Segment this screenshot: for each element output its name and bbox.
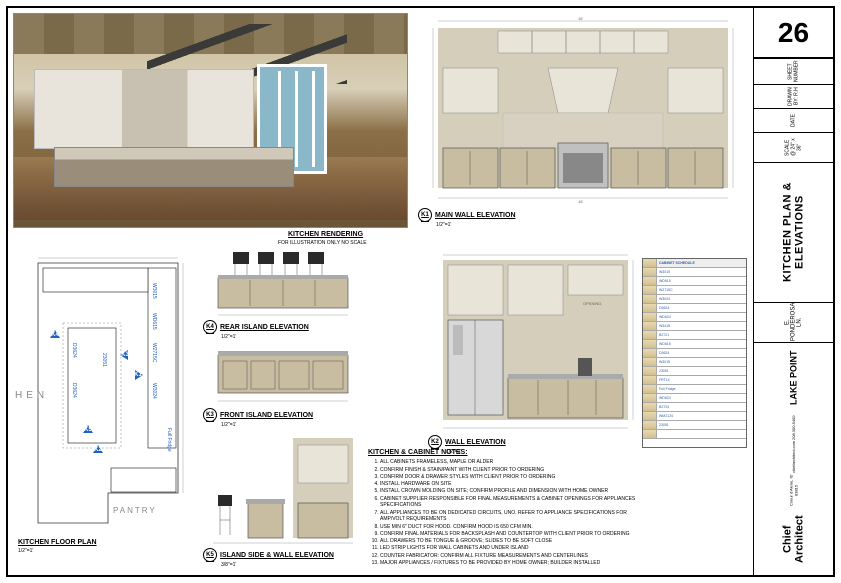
floor-plan-drawing: HEN PANTRY W3015 WD615 W2715C W3024 D362… xyxy=(13,253,188,533)
svg-text:W3015: W3015 xyxy=(151,283,157,299)
note-item: CABINET SUPPLIER RESPONSIBLE FOR FINAL M… xyxy=(380,496,638,510)
plan-title: KITCHEN FLOOR PLAN xyxy=(18,539,97,546)
notes-list: ALL CABINETS FRAMELESS, MAPLE OR ALDERCO… xyxy=(368,459,638,566)
svg-text:WD615: WD615 xyxy=(151,313,157,330)
camera-marker-k1: K1 xyxy=(131,368,145,382)
note-item: INSTALL HARDWARE ON SITE xyxy=(380,481,638,488)
camera-marker-k5: K5 xyxy=(81,423,95,437)
note-item: MAJOR APPLIANCES / FIXTURES TO BE PROVID… xyxy=(380,560,638,567)
schedule-row: D3624 xyxy=(643,304,746,313)
drawing-area: KITCHEN RENDERING FOR ILLUSTRATION ONLY … xyxy=(8,8,753,575)
elevation-k2-drawing: OPENING xyxy=(428,250,638,435)
note-item: CONFIRM DOOR & DRAWER STYLES WITH CLIENT… xyxy=(380,474,638,481)
schedule-row: B2724 xyxy=(643,403,746,412)
schedule-row: W3024 xyxy=(643,295,746,304)
plan-scale: 1/2"=1' xyxy=(18,548,33,554)
schedule-row: CABINET SCHEDULE xyxy=(643,259,746,268)
elevation-title-text: MAIN WALL ELEVATION xyxy=(435,212,516,219)
elevation-k1: 16' 16' K1MAIN WALL ELEVATION 1/2"=1' xyxy=(418,13,743,228)
rendering-subtitle: FOR ILLUSTRATION ONLY NO SCALE xyxy=(278,240,367,246)
drawing-sheet: 26 SHEET NUMBER DRAWN BY: R.H DATE SCALE… xyxy=(6,6,835,577)
note-item: LED STRIP LIGHTS FOR WALL CABINETS AND U… xyxy=(380,545,638,552)
elevation-k5-drawing xyxy=(203,433,363,548)
schedule-row: W3415 xyxy=(643,322,746,331)
kitchen-rendering xyxy=(13,13,408,228)
drawn-by: DRAWN BY: R.H xyxy=(754,84,833,108)
elevation-k3: K3FRONT ISLAND ELEVATION 1/2"=1' xyxy=(203,343,363,428)
kitchen-floor-plan: HEN PANTRY W3015 WD615 W2715C W3024 D362… xyxy=(13,253,188,548)
note-item: ALL APPLIANCES TO BE ON DEDICATED CIRCUI… xyxy=(380,510,638,524)
elevation-scale: 1/2"=1' xyxy=(436,222,743,228)
schedule-row: W3015 xyxy=(643,268,746,277)
svg-text:PANTRY: PANTRY xyxy=(113,506,157,515)
elevation-k5: K5ISLAND SIDE & WALL ELEVATION 3/8"=1' xyxy=(203,433,363,568)
note-item: CONFIRM FINISH & STAIN/PAINT WITH CLIENT… xyxy=(380,467,638,474)
firm-logo: Chief Architect Coeur d'Alene, ID 83815 … xyxy=(754,412,833,575)
svg-text:Full Fridge: Full Fridge xyxy=(166,428,172,452)
elevation-k2: OPENING K2WALL ELEVATION 1/2"=1' xyxy=(428,250,638,455)
kitchen-notes: KITCHEN & CABINET NOTES: ALL CABINETS FR… xyxy=(368,448,638,567)
svg-text:16': 16' xyxy=(578,199,583,204)
schedule-row: FRT14 xyxy=(643,376,746,385)
elevation-k4-drawing xyxy=(203,250,363,320)
schedule-row: WM2124 xyxy=(643,412,746,421)
svg-text:D3624: D3624 xyxy=(71,343,77,358)
note-item: ALL CABINETS FRAMELESS, MAPLE OR ALDER xyxy=(380,459,638,466)
elevation-tag: K1 xyxy=(418,208,432,222)
schedule-row: 23051 xyxy=(643,421,746,430)
scale-label: SCALE @ 24" x 36" xyxy=(754,132,833,162)
svg-text:OPENING: OPENING xyxy=(583,301,601,306)
elevation-k3-drawing xyxy=(203,343,363,408)
svg-text:16': 16' xyxy=(578,16,583,21)
schedule-row: WD615 xyxy=(643,277,746,286)
svg-text:23051: 23051 xyxy=(101,353,107,367)
camera-marker-k2: K2 xyxy=(91,443,105,457)
schedule-row: WD615 xyxy=(643,340,746,349)
elevation-k4: K4REAR ISLAND ELEVATION 1/2"=1' xyxy=(203,250,363,340)
schedule-row xyxy=(643,430,746,439)
note-item: COUNTER FABRICATOR: CONFIRM ALL FIXTURE … xyxy=(380,553,638,560)
project-address: E. PONDEROSA LN. xyxy=(754,302,833,342)
schedule-row: Full Fridge xyxy=(643,385,746,394)
svg-text:W3024: W3024 xyxy=(151,383,157,399)
schedule-row: WD624 xyxy=(643,313,746,322)
rendering-title: KITCHEN RENDERING xyxy=(288,231,363,238)
schedule-row: 23051 xyxy=(643,367,746,376)
cabinet-schedule: CABINET SCHEDULEW3015WD615W2715CW3024D36… xyxy=(642,258,747,448)
svg-text:D3624: D3624 xyxy=(71,383,77,398)
note-item: CONFIRM FINAL MATERIALS FOR BACKSPLASH A… xyxy=(380,531,638,538)
svg-text:W2715C: W2715C xyxy=(151,343,157,363)
schedule-row: D3624 xyxy=(643,349,746,358)
note-item: INSTALL CROWN MOLDING ON SITE; CONFIRM P… xyxy=(380,488,638,495)
schedule-row: WD624 xyxy=(643,394,746,403)
camera-marker-k4: K4 xyxy=(48,328,62,342)
note-item: ALL DRAWERS TO BE TONGUE & GROOVE; SLIDE… xyxy=(380,538,638,545)
notes-title: KITCHEN & CABINET NOTES: xyxy=(368,448,638,457)
schedule-row: W2715C xyxy=(643,286,746,295)
camera-marker-k3: K3 xyxy=(118,348,132,362)
titleblock: 26 SHEET NUMBER DRAWN BY: R.H DATE SCALE… xyxy=(753,8,833,575)
note-item: USE MIN 6" DUCT FOR HOOD. CONFIRM HOOD I… xyxy=(380,524,638,531)
date-label: DATE xyxy=(754,108,833,132)
schedule-row: W3015 xyxy=(643,358,746,367)
sheet-number: 26 xyxy=(754,8,833,58)
elevation-k1-drawing: 16' 16' xyxy=(418,13,743,208)
sheet-title: KITCHEN PLAN & ELEVATIONS xyxy=(754,162,833,302)
schedule-row: B2721 xyxy=(643,331,746,340)
svg-text:HEN: HEN xyxy=(15,390,48,401)
project-name: LAKE POINT xyxy=(754,342,833,412)
sheet-number-label: SHEET NUMBER xyxy=(754,58,833,84)
